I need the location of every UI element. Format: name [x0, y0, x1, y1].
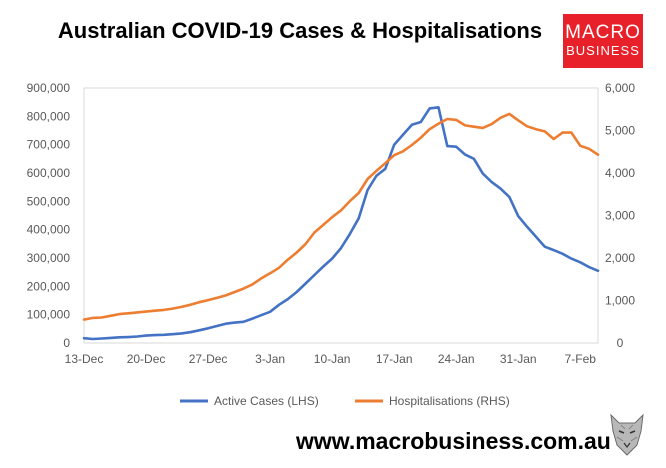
macrobusiness-logo: MACRO BUSINESS — [563, 14, 643, 68]
x-tick-label: 27-Dec — [189, 352, 228, 366]
legend-hospitalisations: Hospitalisations (RHS) — [389, 394, 510, 408]
legend: Active Cases (LHS) Hospitalisations (RHS… — [180, 394, 510, 408]
x-tick-label: 13-Dec — [65, 352, 104, 366]
x-tick-label: 7-Feb — [565, 352, 597, 366]
website-url: www.macrobusiness.com.au — [296, 428, 611, 454]
y-right-tick-label: 4,000 — [605, 166, 635, 180]
x-tick-label: 31-Jan — [500, 352, 537, 366]
plot-area: 0 100,000 200,000 300,000 400,000 500,000 600,… — [27, 81, 636, 366]
y-right-tick-label: 0 — [617, 336, 624, 350]
y-left-tick-label: 0 — [63, 336, 70, 350]
x-tick-label: 24-Jan — [438, 352, 475, 366]
wolf-icon — [610, 413, 644, 456]
y-right-tick-label: 1,000 — [605, 294, 635, 308]
series-active-cases-line — [82, 106, 600, 341]
chart-title: Australian COVID-19 Cases & Hospitalisat… — [57, 18, 543, 43]
y-left-tick-label: 600,000 — [27, 166, 71, 180]
y-right-tick-label: 3,000 — [605, 209, 635, 223]
y-left-tick-label: 200,000 — [27, 279, 71, 293]
y-left-tick-label: 400,000 — [27, 223, 71, 237]
y-right-tick-label: 5,000 — [605, 124, 635, 138]
series-hospitalisations-line — [82, 112, 600, 321]
y-right-tick-label: 2,000 — [605, 251, 635, 265]
logo-line-2: BUSINESS — [566, 43, 640, 58]
x-tick-label: 20-Dec — [127, 352, 166, 366]
x-tick-label: 3-Jan — [255, 352, 285, 366]
y-left-tick-label: 100,000 — [27, 308, 71, 322]
y-left-tick-label: 700,000 — [27, 138, 71, 152]
y-left-tick-label: 300,000 — [27, 251, 71, 265]
y-left-tick-label: 500,000 — [27, 194, 71, 208]
logo-line-1: MACRO — [565, 22, 641, 43]
x-tick-label: 17-Jan — [376, 352, 413, 366]
y-right-tick-label: 6,000 — [605, 81, 635, 95]
y-left-tick-label: 900,000 — [27, 81, 71, 95]
y-left-tick-label: 800,000 — [27, 109, 71, 123]
chart-svg: 0 100,000 200,000 300,000 400,000 500,000 600,… — [27, 81, 636, 408]
plot-border — [83, 87, 599, 344]
legend-active-cases: Active Cases (LHS) — [214, 394, 319, 408]
x-tick-label: 10-Jan — [314, 352, 351, 366]
